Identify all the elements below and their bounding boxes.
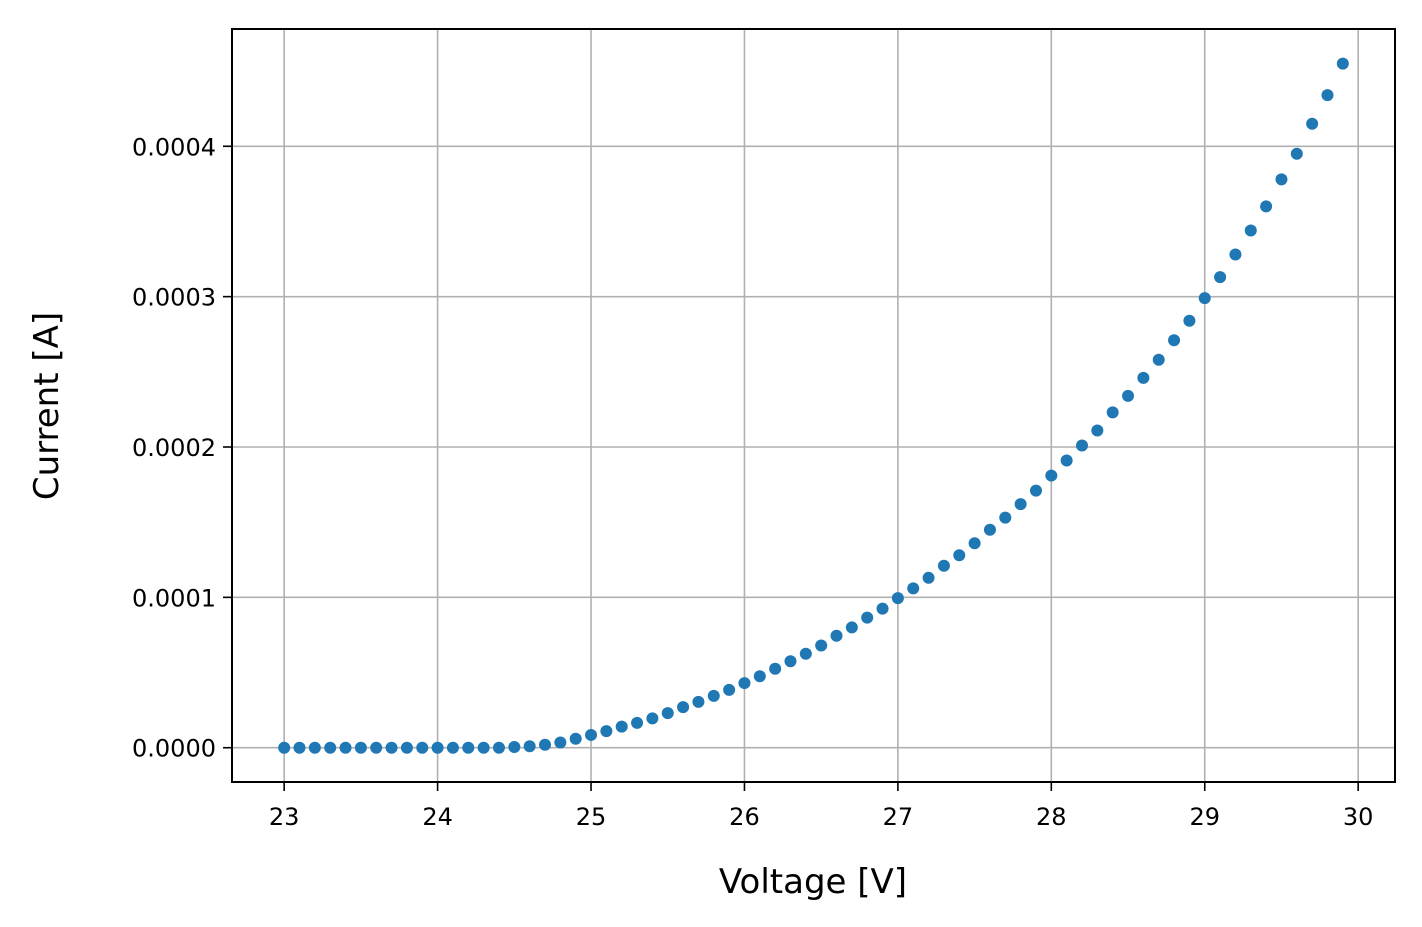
data-point	[585, 728, 598, 741]
data-point	[1091, 424, 1104, 437]
data-point	[723, 683, 736, 696]
data-point	[370, 741, 383, 754]
x-tick-label: 28	[1036, 803, 1067, 831]
data-point	[308, 741, 321, 754]
data-point	[815, 639, 828, 652]
data-point	[508, 740, 521, 753]
data-point	[830, 629, 843, 642]
data-point	[784, 655, 797, 668]
data-point	[354, 741, 367, 754]
x-axis-ticks: 23 24 25 26 27 28 29 30	[269, 782, 1374, 831]
data-point	[953, 549, 966, 562]
data-point	[385, 741, 398, 754]
data-point	[661, 707, 674, 720]
data-point	[1229, 248, 1242, 261]
data-point	[707, 689, 720, 702]
data-point	[1275, 173, 1288, 186]
data-point	[293, 741, 306, 754]
grid-lines	[232, 29, 1395, 782]
data-point	[1137, 371, 1150, 384]
data-point	[999, 511, 1012, 524]
y-tick-label: 0.0002	[132, 434, 216, 462]
x-tick-label: 26	[729, 803, 760, 831]
data-point	[631, 716, 644, 729]
x-tick-label: 25	[576, 803, 607, 831]
x-tick-label: 30	[1343, 803, 1374, 831]
data-point	[446, 741, 459, 754]
data-point	[1014, 498, 1027, 511]
data-point	[1306, 117, 1319, 130]
y-tick-label: 0.0004	[132, 133, 216, 161]
data-point	[1260, 200, 1273, 213]
data-point	[278, 741, 291, 754]
data-point	[324, 741, 337, 754]
data-point	[1152, 353, 1165, 366]
data-point	[1290, 147, 1303, 160]
x-tick-label: 27	[883, 803, 914, 831]
data-point	[462, 741, 475, 754]
data-point	[907, 582, 920, 595]
plot-frame	[231, 28, 1396, 783]
data-point	[569, 732, 582, 745]
data-point	[1214, 271, 1227, 284]
data-point	[1183, 314, 1196, 327]
data-point	[492, 741, 505, 754]
y-tick-label: 0.0001	[132, 584, 216, 612]
data-point	[431, 741, 444, 754]
data-point	[692, 695, 705, 708]
data-point	[968, 537, 981, 550]
data-point	[538, 738, 551, 751]
data-point	[1321, 89, 1334, 102]
data-point	[339, 741, 352, 754]
data-point	[845, 621, 858, 634]
data-point	[738, 677, 751, 690]
data-point	[416, 741, 429, 754]
data-point	[554, 736, 567, 749]
data-point	[1060, 454, 1073, 467]
data-point	[400, 741, 413, 754]
data-point	[1122, 389, 1135, 402]
data-point	[937, 559, 950, 572]
y-tick-label: 0.0000	[132, 735, 216, 763]
data-points	[278, 57, 1349, 754]
data-point	[523, 740, 536, 753]
y-tick-label: 0.0003	[132, 284, 216, 312]
data-point	[1045, 469, 1058, 482]
x-tick-label: 23	[269, 803, 300, 831]
data-point	[922, 571, 935, 584]
data-point	[615, 720, 628, 733]
data-point	[677, 701, 690, 714]
x-tick-label: 29	[1189, 803, 1220, 831]
data-point	[983, 523, 996, 536]
y-axis-label: Current [A]	[27, 312, 67, 500]
data-point	[1076, 439, 1089, 452]
y-axis-ticks: 0.0000 0.0001 0.0002 0.0003 0.0004	[132, 133, 232, 763]
data-point	[1168, 334, 1181, 347]
data-point	[1244, 224, 1257, 237]
data-point	[646, 712, 659, 725]
data-point	[1106, 406, 1119, 419]
data-point	[891, 592, 904, 605]
data-point	[600, 725, 613, 738]
data-point	[861, 611, 874, 624]
data-point	[1336, 57, 1349, 70]
data-point	[753, 670, 766, 683]
data-point	[1198, 292, 1211, 305]
data-point	[876, 602, 889, 615]
x-axis-label: Voltage [V]	[719, 862, 907, 902]
data-point	[799, 647, 812, 660]
data-point	[1029, 484, 1042, 497]
data-point	[769, 662, 782, 675]
x-tick-label: 24	[422, 803, 453, 831]
data-point	[477, 741, 490, 754]
